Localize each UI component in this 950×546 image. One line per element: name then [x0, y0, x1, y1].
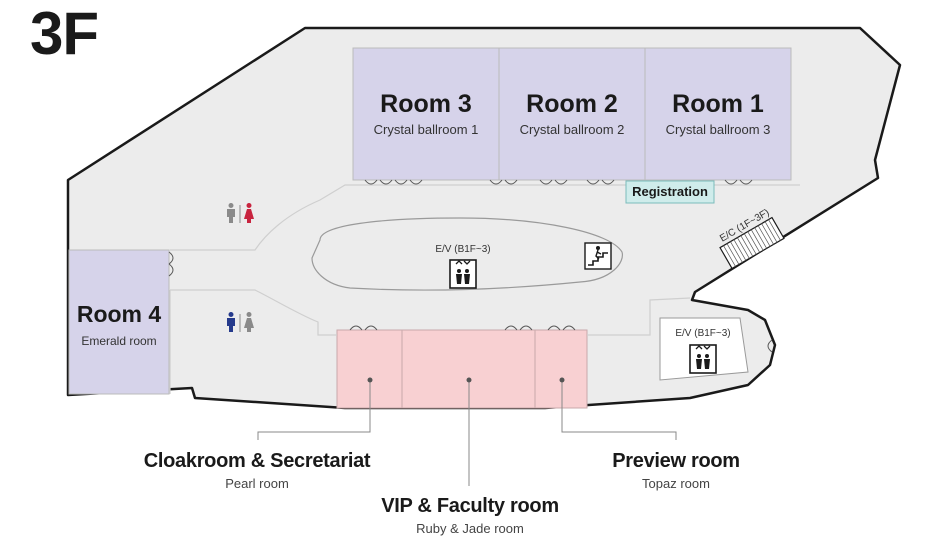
door-swings-top	[364, 179, 753, 185]
legend-vip-subtitle: Ruby & Jade room	[416, 521, 524, 536]
central-lobby[interactable]	[311, 217, 623, 291]
right-wall-door	[767, 339, 773, 353]
restroom-top	[227, 203, 254, 223]
room-2-subtitle: Crystal ballroom 2	[520, 122, 625, 137]
legend-leaders	[257, 380, 677, 486]
elevator-icon	[449, 259, 477, 289]
room-4[interactable]	[68, 249, 170, 395]
corridor-edge-right	[587, 297, 691, 336]
woman-icon	[244, 203, 254, 223]
legend-vip-title: VIP & Faculty room	[381, 495, 559, 517]
room-2-name: Room 2	[526, 90, 618, 118]
door-swings-bottom	[349, 325, 576, 331]
elevator-icon	[689, 344, 717, 374]
leader-dot-ruby	[466, 377, 472, 383]
room-2[interactable]	[498, 47, 646, 181]
floor-label: 3F	[30, 0, 99, 67]
registration-label: Registration	[632, 184, 708, 199]
room-3[interactable]	[352, 47, 500, 181]
corridor-edge-lower	[170, 289, 337, 336]
registration-desk[interactable]	[625, 180, 715, 204]
legend-cloakroom-title: Cloakroom & Secretariat	[143, 450, 371, 472]
legend-cloakroom-subtitle: Pearl room	[225, 476, 289, 491]
room-4-subtitle: Emerald room	[81, 334, 156, 348]
elevator-center-label: E/V (B1F~3)	[435, 244, 490, 255]
escalator[interactable]	[719, 216, 785, 270]
legend-preview-subtitle: Topaz room	[642, 476, 710, 491]
room-1[interactable]	[644, 47, 792, 181]
man-icon	[227, 203, 235, 223]
restroom-bottom	[227, 312, 254, 332]
room-3-name: Room 3	[380, 90, 472, 118]
corridor-edge-upper	[170, 184, 800, 251]
topaz-room[interactable]	[534, 329, 588, 409]
woman-icon	[244, 312, 254, 332]
room-4-name: Room 4	[77, 301, 162, 327]
leader-dot-topaz	[559, 377, 565, 383]
room-1-name: Room 1	[672, 90, 764, 118]
room-3-subtitle: Crystal ballroom 1	[374, 122, 479, 137]
elevator-right-label: E/V (B1F~3)	[675, 328, 730, 339]
door-swings-room4	[168, 251, 174, 277]
legend-preview-title: Preview room	[612, 450, 740, 472]
man-icon	[227, 312, 235, 332]
leader-dot-pearl	[367, 377, 373, 383]
stairs-icon	[584, 242, 612, 270]
room-1-subtitle: Crystal ballroom 3	[666, 122, 771, 137]
